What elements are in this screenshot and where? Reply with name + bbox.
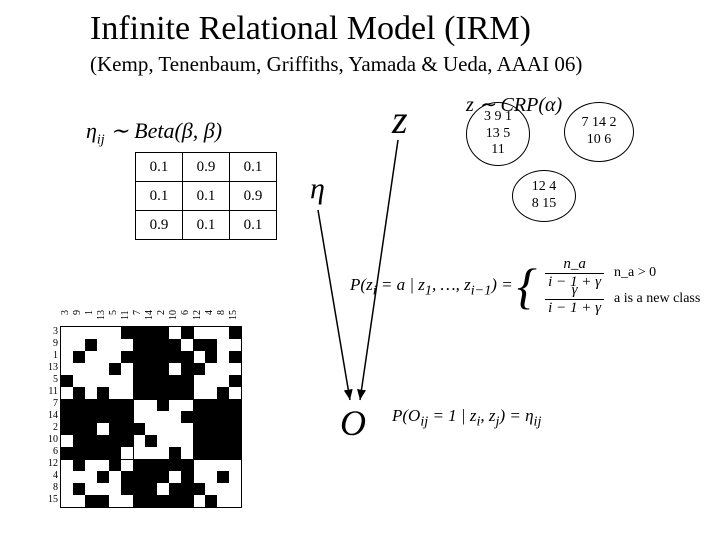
variable-z: z [392,96,408,143]
observation-probability-formula: P(Oij = 1 | zi, zj) = ηij [392,406,541,430]
adjacency-matrix: 391135117142106124815 391135117142106124… [38,310,242,508]
variable-O: O [340,402,366,444]
cluster-2: 7 14 210 6 [564,102,634,162]
cluster-1: 3 9 113 511 [466,102,530,166]
cluster-3: 12 48 15 [512,170,576,222]
citation: (Kemp, Tenenbaum, Griffiths, Yamada & Ue… [90,52,582,77]
variable-eta: η [310,172,325,206]
eta-table: 0.10.90.10.10.10.90.90.10.1 [135,152,277,240]
eta-prior-formula: ηij ∼ Beta(β, β) [86,118,222,148]
page-title: Infinite Relational Model (IRM) [90,10,531,48]
crp-probability-formula: P(zi = a | z1, …, zi−1) = { n_ai − 1 + γ… [350,260,700,312]
